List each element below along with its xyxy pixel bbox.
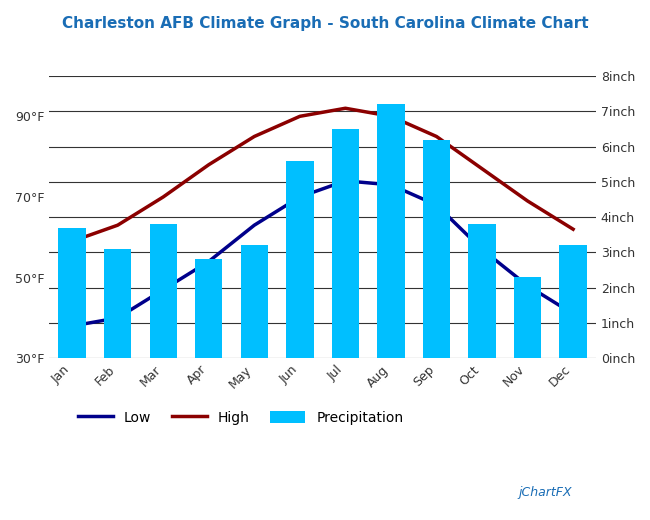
Bar: [560, 245, 587, 358]
Bar: [195, 259, 222, 358]
Bar: [332, 129, 359, 358]
Bar: [240, 245, 268, 358]
Bar: [58, 228, 86, 358]
Text: jChartFX: jChartFX: [519, 486, 572, 499]
Legend: Low, High, Precipitation: Low, High, Precipitation: [72, 405, 409, 431]
Bar: [377, 104, 404, 358]
Bar: [150, 224, 177, 358]
Bar: [514, 277, 541, 358]
Bar: [469, 224, 496, 358]
Bar: [422, 139, 450, 358]
Text: Charleston AFB Climate Graph - South Carolina Climate Chart: Charleston AFB Climate Graph - South Car…: [62, 16, 588, 31]
Bar: [286, 161, 313, 358]
Bar: [104, 249, 131, 358]
